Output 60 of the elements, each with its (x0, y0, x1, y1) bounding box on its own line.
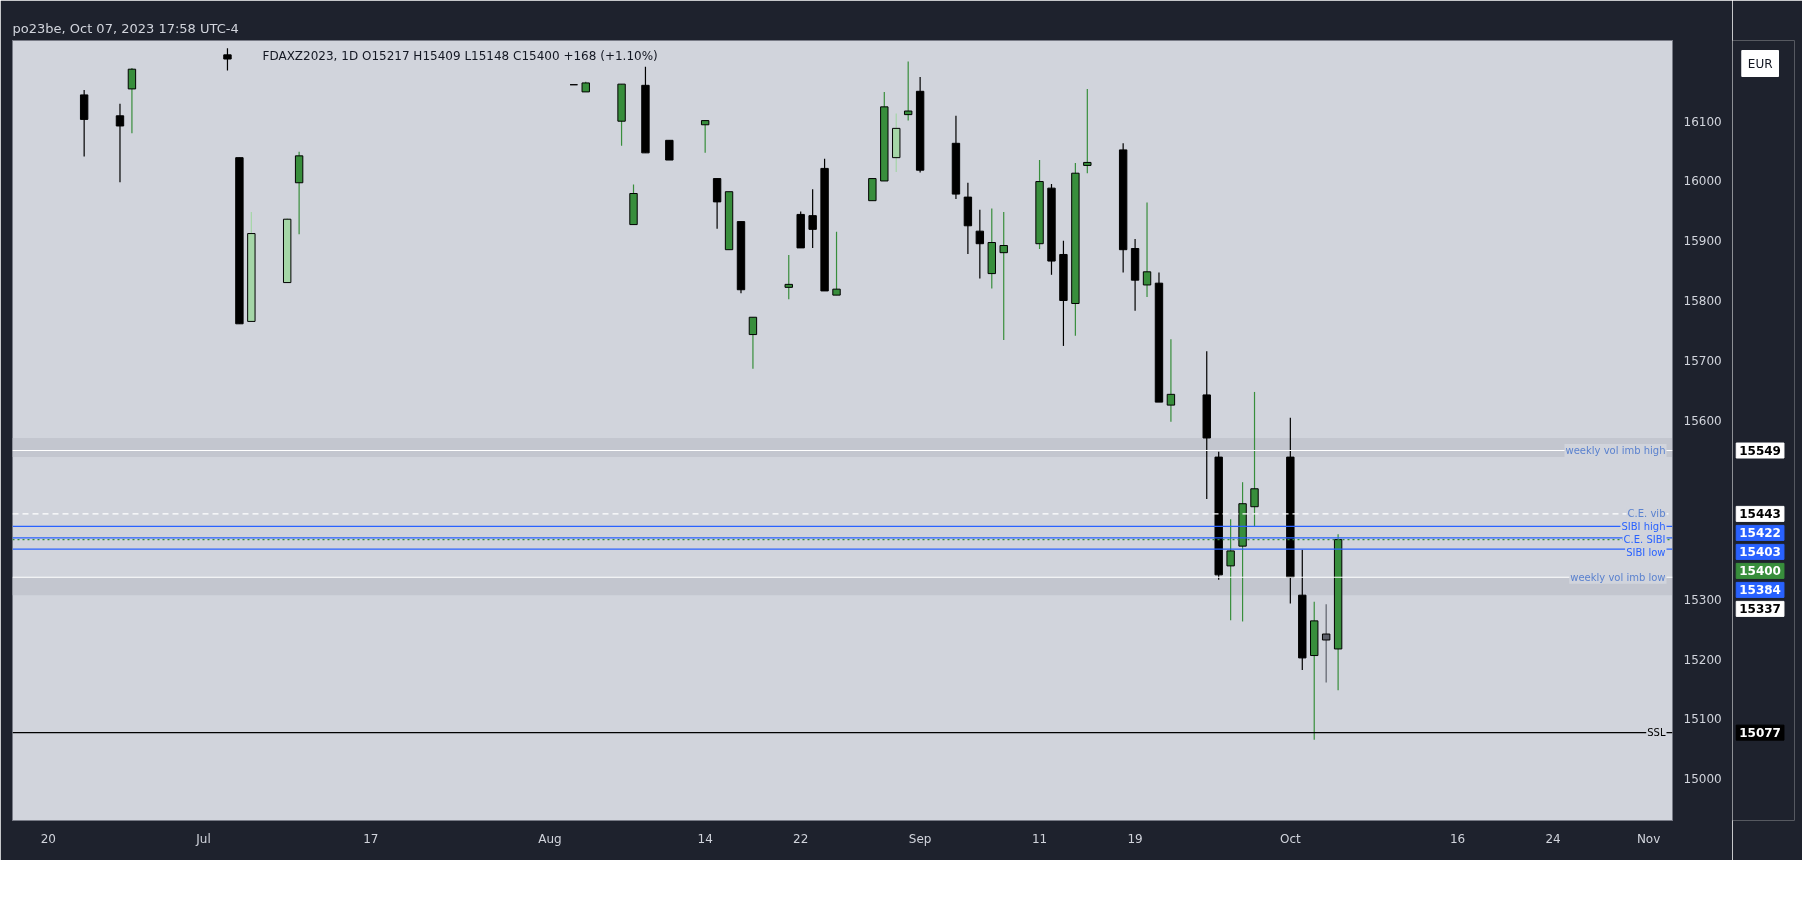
x-tick-label: 17 (363, 831, 379, 846)
y-tick-label: 16000 (1683, 174, 1722, 189)
candlestick (1321, 603, 1331, 684)
candlestick (1166, 338, 1176, 423)
candlestick (784, 254, 793, 300)
x-tick-label: Nov (1636, 831, 1661, 846)
text: 15403 (1739, 545, 1781, 560)
x-tick-label: 22 (793, 831, 809, 846)
candlestick (127, 67, 137, 134)
candlestick (1250, 391, 1259, 528)
y-tick-label: 15300 (1683, 592, 1722, 607)
ref-line-label: C.E. SIBI (1623, 534, 1666, 546)
y-tick-label: 15900 (1683, 234, 1722, 249)
ref-line-label: weekly vol imb low (1570, 571, 1666, 583)
x-tick-label: Oct (1279, 831, 1302, 846)
text: 15549 (1739, 444, 1781, 459)
y-tick-label: 15200 (1683, 652, 1722, 667)
candlestick (700, 119, 710, 154)
candlestick (712, 177, 722, 230)
y-tick-label: 15600 (1683, 413, 1722, 428)
candlestick (832, 231, 841, 296)
text: 15077 (1739, 726, 1781, 741)
candlestick (1083, 88, 1092, 174)
ref-line-label: SSL (1647, 727, 1666, 739)
x-tick-label: 19 (1127, 831, 1143, 846)
y-tick-label: 15800 (1683, 294, 1722, 308)
candlestick (868, 178, 877, 202)
candlestick (999, 211, 1008, 341)
candlestick (748, 316, 758, 370)
text: 15400 (1739, 564, 1781, 579)
annotation: FDAXZ2023, 1D O15217 H15409 L15148 C15400 +168 (+1.10%) (262, 48, 658, 63)
chart-title: po23be, Oct 07, 2023 17:58 UTC-4 (12, 20, 239, 36)
y-tick-label: 16100 (1683, 114, 1722, 129)
x-tick-label: Sep (908, 831, 932, 846)
x-tick-label: 14 (697, 831, 713, 846)
candlestick (223, 47, 232, 71)
x-tick-label: Aug (538, 831, 562, 846)
candlestick (665, 139, 674, 161)
candlestick (808, 188, 817, 249)
candlestick (975, 209, 985, 279)
x-tick-label: 20 (40, 831, 56, 846)
text: 15422 (1739, 526, 1781, 541)
x-tick-label: 16 (1449, 831, 1466, 846)
x-tick-label: 11 (1031, 831, 1048, 846)
ref-line-label: C.E. vib (1627, 508, 1666, 520)
x-tick-label: 24 (1545, 831, 1561, 846)
text: 15337 (1739, 602, 1781, 617)
ref-line-label: weekly vol imb high (1565, 445, 1666, 457)
candlestick (903, 60, 913, 122)
y-tick-label: 15100 (1683, 712, 1722, 727)
y-tick-label: 15700 (1683, 353, 1722, 368)
ref-line-label: SIBI low (1626, 547, 1666, 559)
candlestick (115, 103, 125, 183)
x-tick-label: Jul (195, 831, 211, 846)
y-tick-label: 15000 (1683, 772, 1722, 787)
text: 15384 (1739, 583, 1781, 598)
text: 15443 (1739, 507, 1781, 522)
candlestick (1142, 201, 1152, 298)
ref-line-label: SIBI high (1621, 521, 1666, 533)
text: EUR (1747, 56, 1773, 71)
